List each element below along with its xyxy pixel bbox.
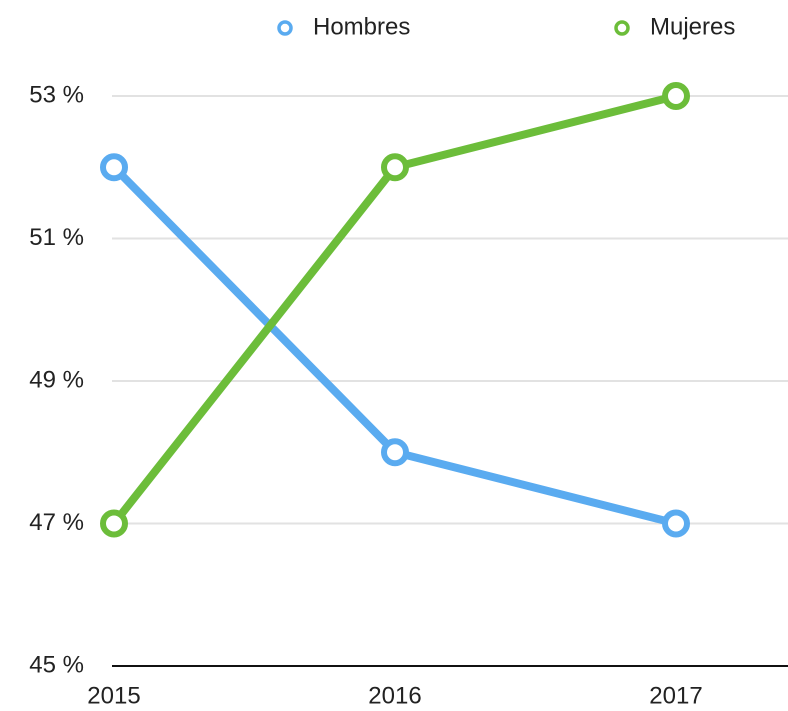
data-point [381,438,409,467]
x-tick-label: 2017 [649,682,702,709]
y-tick-label: 51 % [29,224,84,251]
y-tick-label: 49 % [29,366,84,393]
data-point [100,509,128,538]
y-tick-label: 47 % [29,509,84,536]
y-tick-label: 53 % [29,81,84,108]
x-tick-label: 2016 [368,682,421,709]
data-point [662,82,690,110]
legend-marker [614,20,630,36]
data-point [381,153,409,182]
x-tick-label: 2015 [87,682,140,709]
legend-label: Mujeres [650,13,735,40]
legend-label: Hombres [313,13,410,40]
data-point [100,153,128,182]
series-line [111,164,677,528]
data-point [662,509,690,538]
y-tick-label: 45 % [29,651,84,678]
legend-marker [277,20,293,36]
